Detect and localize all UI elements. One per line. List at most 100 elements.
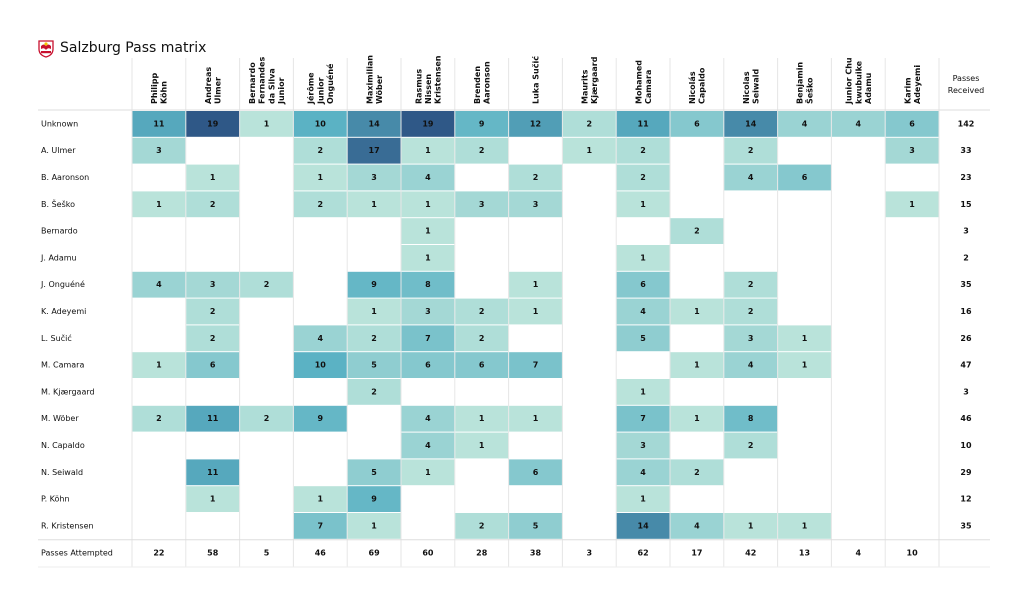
column-header-line: Nicolas (742, 71, 751, 104)
column-header-line: Kjærgaard (590, 56, 599, 104)
heatmap-cell (240, 111, 293, 137)
row-label: N. Capaldo (41, 441, 85, 450)
column-header: BrendenAaronson (473, 61, 492, 104)
cell-value: 4 (802, 119, 808, 128)
received-value: 33 (960, 146, 971, 155)
cell-value: 1 (318, 495, 324, 504)
cell-value: 2 (748, 307, 754, 316)
heatmap-cell (347, 486, 401, 512)
cell-value: 19 (422, 119, 434, 128)
received-value: 15 (960, 200, 972, 209)
cell-value: 1 (425, 146, 431, 155)
heatmap-cell (455, 405, 509, 432)
column-header: NicolásCapaldo (688, 67, 707, 104)
heatmap-cell (347, 459, 401, 486)
attempted-value: 10 (907, 548, 919, 557)
heatmap-cell (616, 379, 670, 405)
heatmap-cell (293, 486, 347, 512)
cell-value: 3 (156, 146, 162, 155)
column-header: Luka Sučić (531, 56, 541, 104)
heatmap-cell (724, 111, 778, 137)
cell-value: 9 (371, 495, 377, 504)
column-header-line: Maximilian (365, 55, 374, 104)
heatmap-cell (293, 191, 347, 218)
heatmap-cell (401, 111, 455, 137)
cell-value: 6 (210, 361, 216, 370)
row-label: J. Adamu (40, 253, 77, 262)
heatmap-cell (455, 137, 509, 164)
column-header-line: Junior (316, 77, 325, 105)
heatmap-cell (778, 352, 831, 378)
heatmap-cell (293, 137, 347, 164)
cell-value: 17 (369, 146, 380, 155)
heatmap-cell (616, 271, 670, 298)
cell-value: 2 (479, 307, 485, 316)
heatmap-cell (293, 111, 347, 137)
cell-value: 2 (587, 119, 593, 128)
cell-value: 3 (748, 334, 754, 343)
row-label: K. Adeyemi (41, 307, 86, 316)
column-header-line: Benjamin (796, 62, 805, 104)
cell-value: 6 (640, 280, 646, 289)
cell-value: 4 (748, 361, 754, 370)
heatmap-cell (293, 164, 347, 191)
heatmap-cell (186, 405, 240, 432)
heatmap-cell (401, 164, 455, 191)
row-label: J. Onguéné (40, 279, 85, 289)
cell-value: 1 (371, 307, 377, 316)
cell-value: 1 (425, 200, 431, 209)
heatmap-cell (616, 405, 670, 432)
column-header-line: Karim (903, 77, 912, 104)
cell-value: 14 (638, 521, 650, 530)
heatmap-cell (132, 111, 186, 137)
row-label: B. Šeško (41, 198, 75, 209)
column-header-line: Philipp (150, 72, 159, 104)
cell-value: 1 (533, 414, 539, 423)
column-header: MauritsKjærgaard (581, 56, 600, 104)
cell-value: 2 (210, 307, 216, 316)
heatmap-cell (724, 325, 778, 352)
received-value: 47 (960, 361, 971, 370)
heatmap-cell (293, 352, 347, 378)
cell-value: 5 (371, 468, 377, 477)
attempted-value: 5 (264, 548, 270, 557)
heatmap-cell (132, 271, 186, 298)
cell-value: 1 (371, 521, 377, 530)
cell-value: 2 (694, 227, 700, 236)
cell-value: 2 (318, 146, 324, 155)
cell-value: 5 (533, 521, 539, 530)
cell-value: 1 (425, 253, 431, 262)
cell-value: 2 (264, 414, 270, 423)
heatmap-cell (616, 325, 670, 352)
received-value: 142 (958, 119, 975, 128)
attempted-value: 42 (745, 548, 756, 557)
received-value: 3 (963, 387, 969, 396)
cell-value: 3 (425, 307, 431, 316)
column-header-line: Aaronson (483, 61, 492, 104)
heatmap-cell (347, 137, 401, 164)
cell-value: 6 (425, 361, 431, 370)
column-header-line: Junior Chu (845, 57, 854, 105)
received-value: 46 (960, 414, 972, 423)
column-header-line: Maurits (581, 69, 590, 104)
heatmap-cell (132, 352, 186, 378)
cell-value: 5 (640, 334, 646, 343)
column-header-line: Köhn (160, 81, 169, 104)
column-header: RasmusNissenKristensen (414, 55, 442, 104)
heatmap-cell (616, 111, 670, 137)
heatmap-cell (401, 245, 455, 271)
cell-value: 2 (694, 468, 700, 477)
attempted-value: 58 (207, 548, 219, 557)
heatmap-cell (509, 271, 562, 298)
row-label: M. Kjærgaard (41, 387, 95, 396)
cell-value: 2 (748, 441, 754, 450)
column-header-line: Kristensen (434, 55, 443, 104)
cell-value: 2 (533, 173, 539, 182)
chart-title-block: Salzburg Pass matrix (36, 36, 206, 60)
heatmap-cell (509, 111, 562, 137)
cell-value: 7 (533, 361, 539, 370)
heatmap-cell (724, 164, 778, 191)
heatmap-cell (778, 513, 831, 539)
column-header-line: Ulmer (214, 77, 223, 104)
received-value: 35 (960, 521, 972, 530)
